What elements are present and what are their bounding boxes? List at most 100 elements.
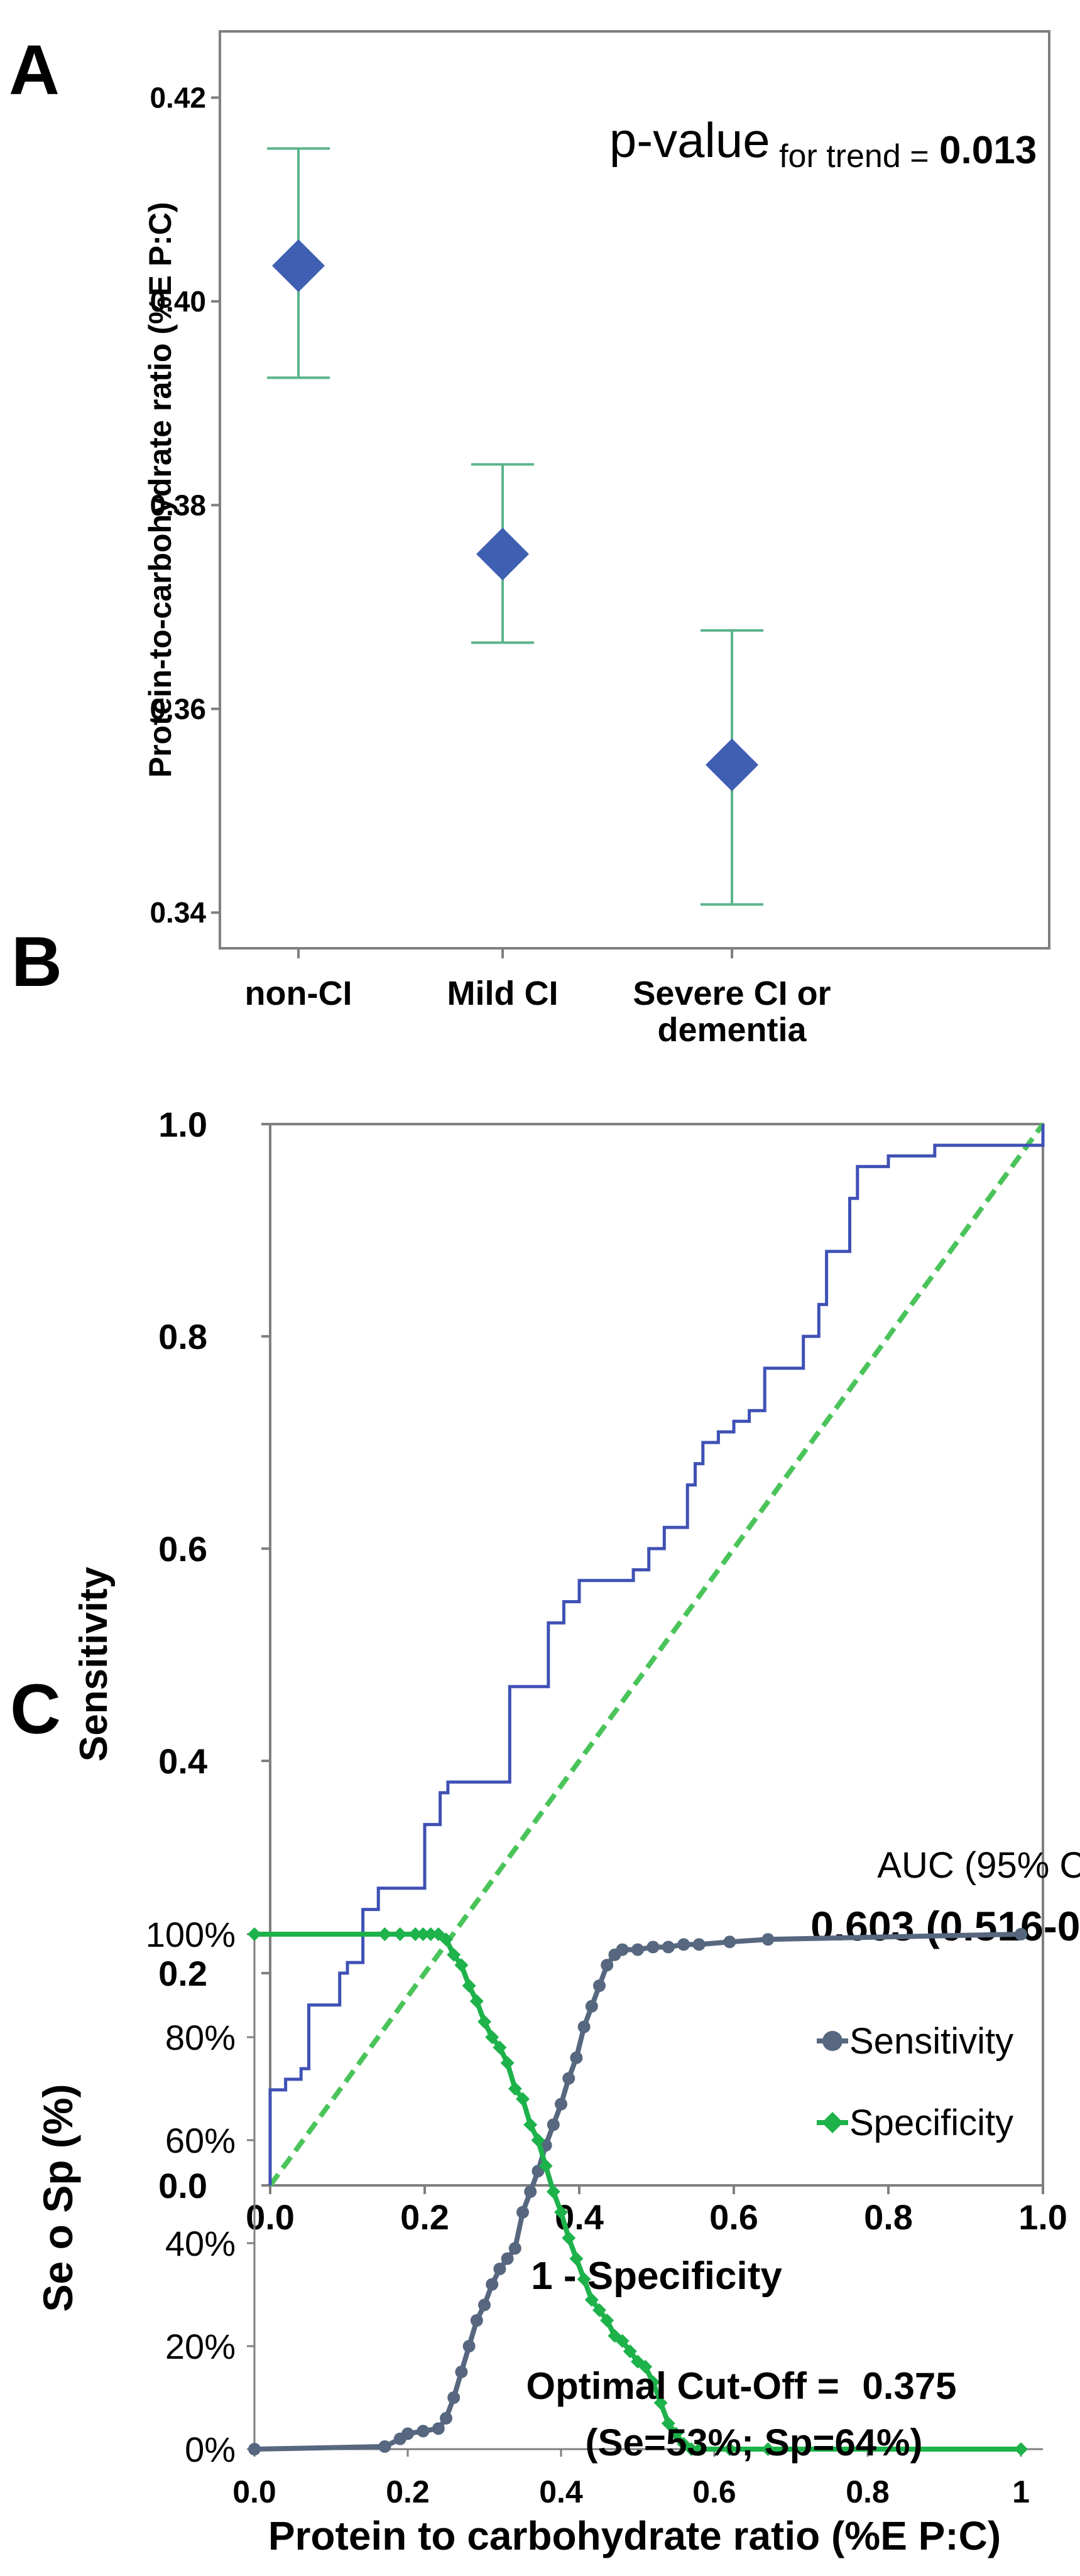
- panel-c-point-sensitivity: [662, 1940, 675, 1954]
- panel-c-point-specificity: [653, 2396, 668, 2410]
- panel-c-point-specificity: [554, 2205, 568, 2219]
- panel-a-mean-marker: [706, 739, 758, 791]
- panel-c-point-specificity: [600, 2314, 614, 2327]
- panel-c-point-sensitivity: [470, 2314, 483, 2327]
- panel-c-point-specificity: [393, 1927, 407, 1941]
- panel-c-point-specificity: [378, 1927, 392, 1941]
- panel-c-point-specificity: [477, 2015, 491, 2029]
- panel-b-roc-curve: [268, 1124, 1045, 2185]
- panel-c-annotation-sesp: (Se=53%; Sp=64%): [586, 2422, 923, 2464]
- panel-c-point-sensitivity: [516, 2205, 529, 2219]
- panel-c-legend-label-specificity: Specificity: [849, 2102, 1013, 2143]
- panel-c-point-sensitivity: [677, 1938, 690, 1951]
- panel-c-point-specificity: [416, 1927, 430, 1941]
- panel-b-x-tick-label: 1.0: [1018, 2197, 1067, 2237]
- panel-a-mean-marker: [476, 528, 529, 581]
- panel-b-x-tick-label: 0.6: [709, 2197, 758, 2237]
- panel-c-annotation-cutoff: Optimal Cut-Off = 0.375: [526, 2365, 956, 2407]
- panel-a-y-tick-label: 0.34: [150, 896, 206, 929]
- panel-c-point-sensitivity: [417, 2425, 430, 2438]
- pvalue-value: 0.013: [939, 129, 1037, 172]
- panel-c-point-specificity: [447, 1947, 461, 1962]
- cutoff-label: Optimal Cut-Off =: [526, 2365, 839, 2407]
- panel-c-point-sensitivity: [555, 2097, 567, 2111]
- panel-a-y-tick-label: 0.40: [150, 285, 206, 318]
- panel-b-y-tick-label: 0.4: [158, 1741, 207, 1781]
- panel-c-point-specificity: [538, 2159, 553, 2173]
- panel-c-point-sensitivity: [723, 1935, 736, 1949]
- panel-b-x-axis: 0.0 0.2 0.4 0.6 0.8 1.0: [246, 2185, 1067, 2237]
- panel-c-point-specificity: [623, 2344, 637, 2359]
- panel-c-point-sensitivity: [616, 1943, 629, 1956]
- panel-c-x-axis: 0.0 0.2 0.4 0.6 0.8 1: [232, 2449, 1030, 2509]
- panel-a-y-tick-label: 0.36: [150, 693, 206, 725]
- panel-c-point-sensitivity: [462, 2340, 476, 2352]
- panel-c-point-specificity: [462, 1979, 476, 1993]
- panel-a-x-tick-label: Mild CI: [447, 975, 559, 1012]
- panel-c-legend-marker-specificity: [822, 2112, 843, 2133]
- panel-c-x-tick-label: 0.4: [539, 2474, 583, 2509]
- panel-c-point-specificity: [508, 2082, 522, 2096]
- panel-c-legend-marker-sensitivity: [822, 2031, 843, 2051]
- panel-c-point-sensitivity: [486, 2278, 499, 2291]
- panel-c-point-specificity: [423, 1927, 438, 1941]
- panel-c-x-axis-label: Protein to carbohydrate ratio (%E P:C): [268, 2513, 1001, 2558]
- panel-c-point-sensitivity: [646, 1940, 660, 1954]
- panel-c-x-tick-label: 0.0: [232, 2474, 276, 2509]
- panel-c-point-sensitivity: [570, 2051, 583, 2064]
- panel-c-point-sensitivity: [508, 2242, 521, 2255]
- panel-b-y-tick-label: 0.8: [158, 1317, 207, 1356]
- panel-label-a: A: [9, 31, 60, 109]
- panel-c-y-tick-label: 20%: [165, 2327, 236, 2366]
- panel-c-point-specificity: [500, 2056, 515, 2070]
- panel-c-point-sensitivity: [248, 2443, 261, 2455]
- panel-c-y-tick-label: 60%: [165, 2121, 236, 2160]
- pvalue-main: p-value: [609, 112, 770, 168]
- panel-c-point-sensitivity: [478, 2298, 491, 2312]
- panel-c-point-specificity: [493, 2040, 507, 2055]
- panel-a-y-tick-label: 0.42: [150, 81, 206, 114]
- panel-c-y-tick-label: 80%: [165, 2018, 236, 2057]
- cutoff-value: 0.375: [862, 2365, 956, 2407]
- panel-c-point-sensitivity: [562, 2072, 575, 2085]
- panel-c-y-axis-label: Se o Sp (%): [35, 2084, 81, 2312]
- panel-b-reference-line: [268, 1122, 1045, 2187]
- panel-c-x-tick-label: 0.2: [386, 2474, 430, 2509]
- panel-b-y-tick-label: 1.0: [158, 1105, 207, 1144]
- panel-label-b: B: [11, 923, 62, 1001]
- panel-b-y-axis-label: Sensitivity: [72, 1566, 116, 1762]
- panel-b-x-tick-label: 0.8: [864, 2197, 913, 2237]
- panel-c-legend-label-sensitivity: Sensitivity: [849, 2021, 1013, 2062]
- panel-c-point-specificity: [646, 2375, 660, 2389]
- pvalue-sep: =: [910, 138, 929, 175]
- panel-c-point-specificity: [615, 2334, 630, 2348]
- panel-c-point-specificity: [584, 2293, 599, 2307]
- panel-c-point-sensitivity: [593, 1979, 606, 1992]
- panel-c-point-sensitivity: [524, 2185, 537, 2198]
- panel-c-y-tick-label: 100%: [146, 1915, 236, 1954]
- panel-b-x-axis-label: 1 - Specificity: [531, 2254, 782, 2298]
- panel-a-mean-marker: [272, 239, 325, 293]
- panel-c-marks: [248, 1927, 1028, 2456]
- panel-c-point-specificity: [723, 2442, 737, 2456]
- panel-c-point-sensitivity: [1015, 1928, 1027, 1940]
- panel-c-chart: 0% 20% 40% 60% 80% 100% 0.0 0.2 0.4 0.6 0.8 1 Sens…: [35, 1915, 1043, 2558]
- panel-c-point-specificity: [1014, 2442, 1028, 2456]
- panel-b-annotation-label: AUC (95% CI): [877, 1845, 1080, 1886]
- panel-c-point-specificity: [638, 2359, 653, 2374]
- panel-c-point-sensitivity: [761, 1933, 775, 1946]
- panel-c-point-sensitivity: [601, 1959, 614, 1972]
- panel-c-point-specificity: [485, 2030, 499, 2044]
- panel-c-point-sensitivity: [455, 2366, 468, 2378]
- panel-c-point-specificity: [692, 2442, 706, 2456]
- panel-c-point-specificity: [248, 1927, 261, 1941]
- panel-c-point-specificity: [531, 2133, 545, 2147]
- panel-c-point-specificity: [684, 2442, 699, 2456]
- panel-b-marks: [268, 1122, 1045, 2187]
- panel-c-point-specificity: [408, 1927, 423, 1941]
- panel-a-y-axis-label: Protein-to-carbohydrate ratio (%E P:C): [143, 202, 178, 778]
- panel-c-x-tick-label: 0.8: [846, 2474, 890, 2509]
- panel-c-point-specificity: [562, 2231, 576, 2245]
- panel-a-annotation-pvalue: p-value for trend = 0.013: [609, 112, 1037, 175]
